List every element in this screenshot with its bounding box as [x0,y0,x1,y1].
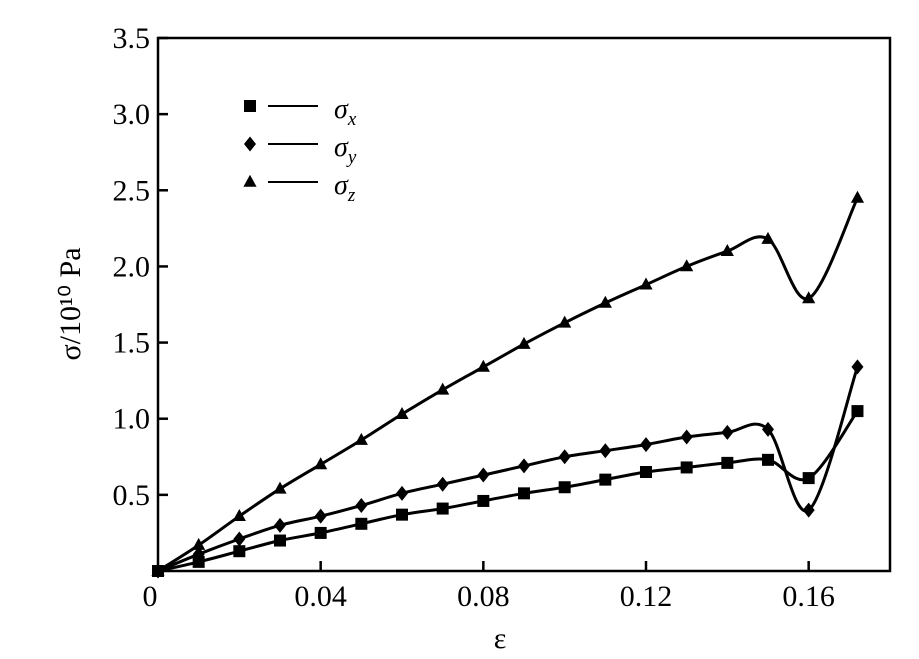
x-axis-title: ε [494,622,507,655]
legend-label-y: σy [334,132,357,168]
x-tick-label: 0.16 [782,580,835,613]
data-point-y [274,517,286,533]
legend-marker-y [244,136,256,152]
data-point-y [192,546,205,562]
data-point-y [762,421,774,437]
data-point-z [354,432,368,445]
data-point-x [477,494,490,507]
legend-symbol: σ [334,170,349,201]
x-tick-label: 0.04 [294,580,347,613]
y-tick-label: 3.5 [113,22,151,55]
data-point-y [314,508,327,524]
series-line-y [157,366,859,573]
data-point-y [355,498,368,514]
data-point-y [640,437,652,453]
data-point-z [314,457,328,470]
data-point-z [436,382,450,395]
data-point-x [518,487,530,500]
legend-subscript: z [347,185,356,206]
legend-label-z: σz [334,170,356,206]
data-point-y [477,467,490,483]
data-point-z [192,537,206,550]
data-point-z [151,563,165,576]
data-point-x [274,534,286,547]
data-point-z [395,406,409,419]
data-point-y [558,449,571,465]
data-point-x [436,502,449,515]
data-point-z [720,244,734,256]
y-tick-label: 1.0 [113,403,151,436]
data-point-z [598,295,612,308]
y-tick-label: 3.0 [113,98,151,131]
data-point-y [802,502,815,518]
data-point-z [232,508,246,521]
data-point-x [396,508,408,521]
y-tick-label: 1.5 [113,327,151,360]
x-tick-label: 0.08 [457,580,510,613]
x-tick-label: 0.12 [620,580,673,613]
data-point-x [851,405,864,418]
data-point-y [680,429,693,445]
data-point-x [762,453,774,466]
series-line-z [157,197,859,573]
data-point-y [721,424,734,440]
data-point-y [396,485,408,501]
data-point-x [355,517,368,530]
origin-tick-label: 0 [143,580,158,613]
data-point-x [802,472,815,485]
series-layer [157,197,859,573]
y-tick-label: 0.5 [113,479,151,512]
ticks-layer: 0.04 0.08 0.12 0.16 0.5 1.0 1.5 2.0 2.5 3.0 3.5 [113,22,835,613]
data-point-y [233,531,246,547]
data-point-x [640,466,652,479]
data-point-y [599,443,612,459]
data-point-z [680,259,694,272]
data-point-x [721,456,734,469]
series-line-x [157,410,859,573]
legend-symbol: σ [334,132,349,163]
data-point-y [851,359,864,375]
data-point-z [476,359,490,372]
data-point-x [192,555,205,568]
legend-label-x: σx [334,94,357,130]
data-point-z [639,277,653,290]
markers-layer [151,190,865,579]
data-point-x [233,545,246,558]
data-point-y [518,458,530,474]
data-point-z [558,315,572,328]
data-point-y [436,476,449,492]
legend-symbol: σ [334,94,349,125]
data-point-z [850,190,865,203]
data-point-z [761,231,775,244]
data-point-x [680,461,693,474]
plot-frame [156,36,892,573]
y-tick-label: 2.5 [113,174,151,207]
y-axis-title: σ/10¹⁰ Pa [54,247,87,360]
legend-subscript: y [346,147,357,168]
data-point-x [558,481,571,494]
legend-subscript: x [347,109,357,130]
data-point-z [517,336,531,349]
data-point-z [273,481,287,494]
y-tick-label: 2.0 [113,250,151,283]
legend-marker-x [244,100,256,112]
data-point-x [599,473,612,486]
data-point-x [314,526,327,539]
legend-marker-z [243,174,257,187]
data-point-z [802,291,816,304]
